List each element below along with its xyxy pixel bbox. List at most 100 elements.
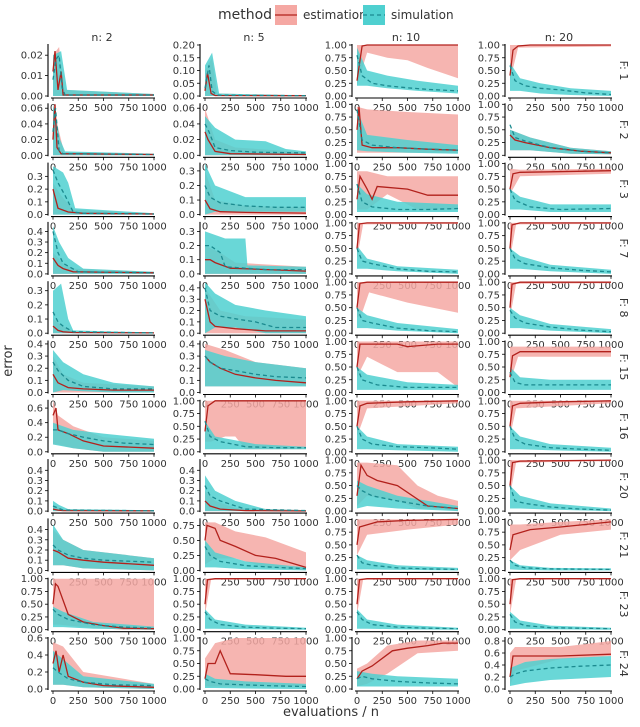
x-tick-label: 0 <box>50 340 56 351</box>
estimation-line <box>356 343 458 368</box>
y-tick-label: 1.00 <box>325 218 347 229</box>
x-tick-label: 0 <box>202 637 208 648</box>
simulation-line <box>509 188 612 211</box>
simulation-band <box>205 163 306 215</box>
x-tick-label: 500 <box>246 459 265 470</box>
y-tick-label: 1.00 <box>478 515 500 526</box>
y-tick-label: 0.4 <box>27 227 43 238</box>
x-tick-label: 1000 <box>141 518 166 529</box>
x-tick-label: 500 <box>246 696 265 707</box>
simulation-line <box>509 371 611 386</box>
x-tick-label: 750 <box>576 281 595 292</box>
y-tick-label: 0.00 <box>478 329 500 340</box>
x-tick-label: 500 <box>94 459 113 470</box>
x-tick-label: 750 <box>576 103 595 114</box>
simulation-line <box>356 307 459 333</box>
simulation-band <box>510 367 611 390</box>
x-tick-label: 1000 <box>293 340 318 351</box>
estimation-line <box>204 199 307 214</box>
simulation-band <box>510 485 611 512</box>
estimation-line <box>204 400 306 432</box>
x-tick-label: 500 <box>246 162 265 173</box>
legend-label-simulation: simulation <box>391 8 454 22</box>
x-tick-label: 1000 <box>598 400 623 411</box>
estimation-band <box>357 400 458 437</box>
y-tick-label: 0.25 <box>478 553 500 564</box>
y-tick-label: 0.25 <box>478 197 500 208</box>
y-tick-label: 0.0 <box>27 507 43 518</box>
x-tick-label: 0 <box>202 459 208 470</box>
estimation-line <box>204 649 306 679</box>
x-tick-label: 750 <box>119 459 138 470</box>
y-tick-label: 0.2 <box>27 248 43 259</box>
y-tick-label: 0.25 <box>325 197 347 208</box>
x-tick-label: 0 <box>354 696 360 707</box>
y-tick-label: 0.75 <box>478 172 500 183</box>
x-tick-label: 0 <box>507 162 513 173</box>
estimation-band <box>205 638 306 687</box>
y-tick-label: 0.75 <box>325 350 347 361</box>
y-tick-label: 0.00 <box>478 92 500 103</box>
estimation-line <box>204 500 307 512</box>
y-tick-label: 0.2 <box>484 673 500 684</box>
y-tick-label: 0.02 <box>21 135 43 146</box>
x-tick-label: 750 <box>271 222 290 233</box>
x-tick-label: 750 <box>423 162 442 173</box>
y-tick-label: 1.00 <box>478 159 500 170</box>
x-tick-label: 750 <box>271 459 290 470</box>
estimation-line <box>509 521 612 551</box>
x-tick-label: 1000 <box>598 162 623 173</box>
y-tick-label: 0.75 <box>173 587 195 598</box>
simulation-band <box>205 231 306 274</box>
simulation-line <box>204 355 307 379</box>
simulation-band <box>53 422 154 452</box>
x-tick-label: 500 <box>551 340 570 351</box>
x-tick-label: 250 <box>69 281 88 292</box>
y-tick-label: 1.00 <box>478 574 500 585</box>
y-tick-label: 0.1 <box>179 376 195 387</box>
y-tick-label: 0.50 <box>478 185 500 196</box>
y-tick-label: 1.00 <box>325 574 347 585</box>
y-tick-label: 1.00 <box>478 456 500 467</box>
y-tick-label: 0.25 <box>478 435 500 446</box>
estimation-line <box>52 373 154 391</box>
simulation-line <box>204 287 306 329</box>
estimation-line <box>509 281 611 308</box>
y-tick-label: 0.3 <box>179 352 195 363</box>
y-tick-label: 0.75 <box>173 646 195 657</box>
y-tick-label: 0.2 <box>179 241 195 252</box>
y-tick-label: 0.6 <box>27 404 43 415</box>
x-tick-label: 500 <box>398 103 417 114</box>
x-tick-label: 0 <box>50 696 56 707</box>
y-tick-label: 0.50 <box>325 422 347 433</box>
y-tick-label: 0.0 <box>179 329 195 340</box>
x-tick-label: 500 <box>398 459 417 470</box>
x-tick-label: 500 <box>246 103 265 114</box>
x-tick-label: 500 <box>94 696 113 707</box>
y-tick-label: 0.25 <box>173 435 195 446</box>
x-tick-label: 750 <box>271 281 290 292</box>
facet-col-label: n: 10 <box>392 31 420 44</box>
y-tick-label: 0.00 <box>325 388 347 399</box>
y-tick-label: 0.4 <box>179 466 195 477</box>
y-tick-label: 0.75 <box>325 409 347 420</box>
y-tick-label: 0.3 <box>179 476 195 487</box>
x-tick-label: 0 <box>507 103 513 114</box>
simulation-band <box>53 606 154 630</box>
y-tick-label: 0.25 <box>325 672 347 683</box>
x-tick-label: 500 <box>246 281 265 292</box>
simulation-band <box>53 650 154 689</box>
simulation-line <box>52 505 155 512</box>
x-tick-label: 1000 <box>141 281 166 292</box>
simulation-band <box>510 611 611 630</box>
y-tick-label: 1.00 <box>173 574 195 585</box>
x-tick-label: 1000 <box>598 459 623 470</box>
x-tick-label: 250 <box>526 281 545 292</box>
y-tick-label: 0.0 <box>484 685 500 696</box>
x-axis-title: evaluations / n <box>283 705 379 720</box>
x-tick-label: 500 <box>94 222 113 233</box>
estimation-line <box>204 524 307 569</box>
